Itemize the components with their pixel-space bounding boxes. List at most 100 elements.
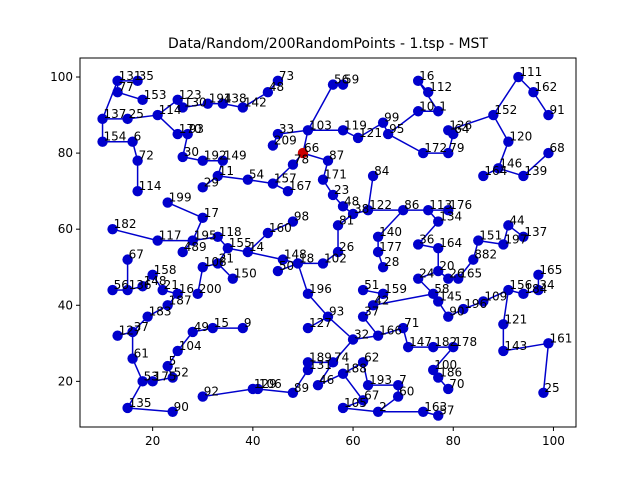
node-label: 86 xyxy=(404,198,419,212)
node-label: 140 xyxy=(379,225,402,239)
node-label: 48 xyxy=(344,194,359,208)
city-node xyxy=(533,269,544,281)
city-node xyxy=(262,227,274,239)
node-label: 184 xyxy=(524,282,547,296)
node-label: 165 xyxy=(459,267,482,281)
city-node xyxy=(433,243,444,254)
node-label: 60 xyxy=(399,385,414,399)
mst-edge xyxy=(522,152,549,177)
city-node xyxy=(327,357,339,368)
city-node xyxy=(252,383,264,395)
node-label: 105 xyxy=(344,396,367,410)
city-node xyxy=(518,170,529,182)
node-label: 142 xyxy=(244,95,267,109)
city-node xyxy=(262,87,274,98)
city-node xyxy=(382,128,394,140)
city-node xyxy=(402,341,414,353)
city-node xyxy=(322,155,334,166)
city-node xyxy=(97,136,108,147)
node-label: 194 xyxy=(209,92,232,106)
city-node xyxy=(122,284,133,296)
node-label: 14 xyxy=(249,240,264,254)
city-node xyxy=(412,273,424,284)
node-label: 6 xyxy=(134,130,142,144)
node-label: 64 xyxy=(454,122,469,136)
node-label: 143 xyxy=(504,339,527,353)
city-node xyxy=(347,208,359,220)
mst-edge xyxy=(112,228,158,242)
city-node xyxy=(327,79,339,90)
node-label: 130 xyxy=(184,95,207,109)
city-node xyxy=(312,379,324,391)
node-label: 178 xyxy=(454,335,477,349)
city-node xyxy=(152,109,163,121)
node-label: 16 xyxy=(179,282,194,296)
mst-edge xyxy=(127,407,173,413)
node-label: 147 xyxy=(409,335,432,349)
city-node xyxy=(172,94,183,106)
node-label: 32 xyxy=(354,328,369,342)
node-label: 77 xyxy=(119,80,134,94)
node-label: 182 xyxy=(114,217,137,231)
city-node xyxy=(528,87,539,98)
city-node xyxy=(423,204,434,216)
node-label: 66 xyxy=(304,141,319,155)
city-node xyxy=(287,159,299,170)
city-node xyxy=(197,212,208,223)
city-node xyxy=(337,201,349,212)
city-node xyxy=(152,235,163,246)
city-node xyxy=(132,155,143,166)
node-label: 21 xyxy=(219,251,234,265)
city-node xyxy=(317,258,329,269)
city-node xyxy=(97,113,108,125)
city-node xyxy=(112,75,123,87)
node-label: 129 xyxy=(254,377,277,391)
node-label: 5 xyxy=(169,354,177,368)
node-label: 148 xyxy=(144,274,167,288)
y-tick-label: 60 xyxy=(58,222,73,236)
node-label: 108 xyxy=(204,255,227,269)
node-label: 92 xyxy=(204,385,219,399)
node-label: 11 xyxy=(219,164,234,178)
city-node xyxy=(372,406,384,417)
city-node xyxy=(372,330,384,341)
node-label: 44 xyxy=(509,213,524,227)
node-label: 199 xyxy=(169,191,192,205)
city-node xyxy=(237,322,249,334)
node-label: 10 xyxy=(419,99,434,113)
city-node xyxy=(377,288,389,300)
city-node xyxy=(538,387,549,398)
city-node xyxy=(207,322,218,334)
city-node xyxy=(433,372,444,383)
city-node xyxy=(177,102,188,113)
city-node xyxy=(272,128,284,140)
city-node xyxy=(287,387,299,398)
city-node xyxy=(337,125,349,136)
y-tick-label: 40 xyxy=(58,298,73,312)
node-label: 36 xyxy=(419,232,434,246)
node-label: 87 xyxy=(329,149,344,163)
node-label: 57 xyxy=(439,404,454,418)
city-node xyxy=(317,174,329,185)
city-node xyxy=(272,75,284,87)
city-node xyxy=(237,102,249,113)
city-node xyxy=(332,246,344,258)
node-label: 62 xyxy=(364,350,379,364)
city-node xyxy=(362,379,374,391)
city-node xyxy=(302,364,314,376)
node-label: 109 xyxy=(484,289,507,303)
city-node xyxy=(392,391,404,402)
node-label: 46 xyxy=(319,373,334,387)
city-node xyxy=(428,341,439,353)
x-axis: 20 40 60 80 100 xyxy=(145,427,565,448)
node-label: 148 xyxy=(284,248,307,262)
city-node xyxy=(397,204,409,216)
city-node xyxy=(302,288,314,300)
node-label: 30 xyxy=(184,145,199,159)
node-label: 68 xyxy=(549,141,564,155)
city-node xyxy=(172,288,183,300)
city-node xyxy=(182,128,193,140)
city-node xyxy=(167,406,178,417)
node-label: 50 xyxy=(279,259,294,273)
mst-edge xyxy=(202,388,253,398)
